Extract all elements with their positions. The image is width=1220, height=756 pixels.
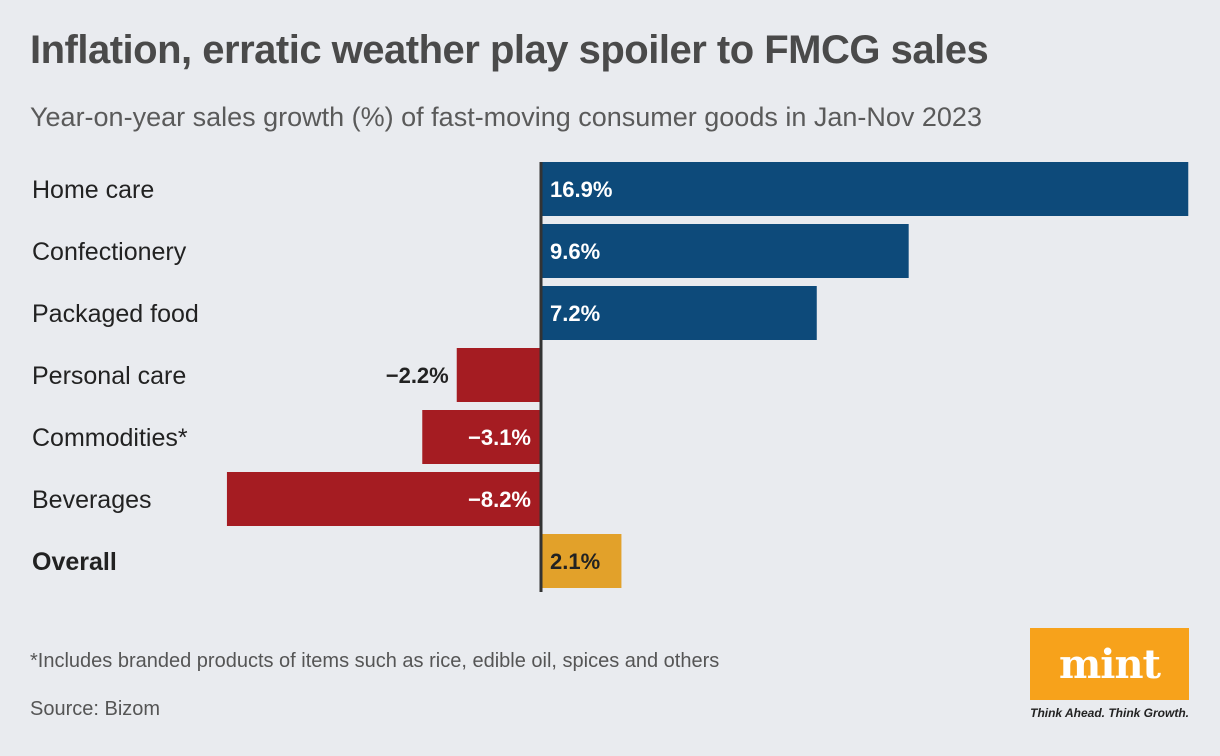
value-label: 16.9% [550,177,612,202]
category-label: Beverages [32,486,152,514]
value-label: 7.2% [550,301,600,326]
bar-3 [541,286,817,340]
bar-1 [541,162,1189,216]
category-label: Overall [32,548,117,576]
chart-subtitle: Year-on-year sales growth (%) of fast-mo… [30,102,982,132]
category-label: Personal care [32,362,186,390]
category-label: Commodities* [32,424,188,452]
category-label: Confectionery [32,238,187,266]
value-label: −2.2% [386,363,449,388]
bar-chart: Home care 16.9% Confectionery 9.6% Packaged … [32,162,1189,592]
bar-5 [422,410,541,464]
bar-2 [541,224,909,278]
chart-title: Inflation, erratic weather play spoiler … [30,28,989,72]
value-label: −3.1% [468,425,531,450]
logo-text: mint [1058,640,1161,688]
bar-7 [541,534,622,588]
mint-logo: mint [1030,628,1189,700]
logo-tagline: Think Ahead. Think Growth. [1030,706,1189,720]
value-label: 9.6% [550,239,600,264]
source-note: Source: Bizom [30,698,161,720]
value-label: −8.2% [468,487,531,512]
category-label: Home care [32,176,154,204]
footnote: *Includes branded products of items such… [30,650,720,672]
bar-6 [226,472,541,526]
bar-4 [456,348,541,402]
value-label: 2.1% [550,549,600,574]
category-label: Packaged food [32,300,199,328]
